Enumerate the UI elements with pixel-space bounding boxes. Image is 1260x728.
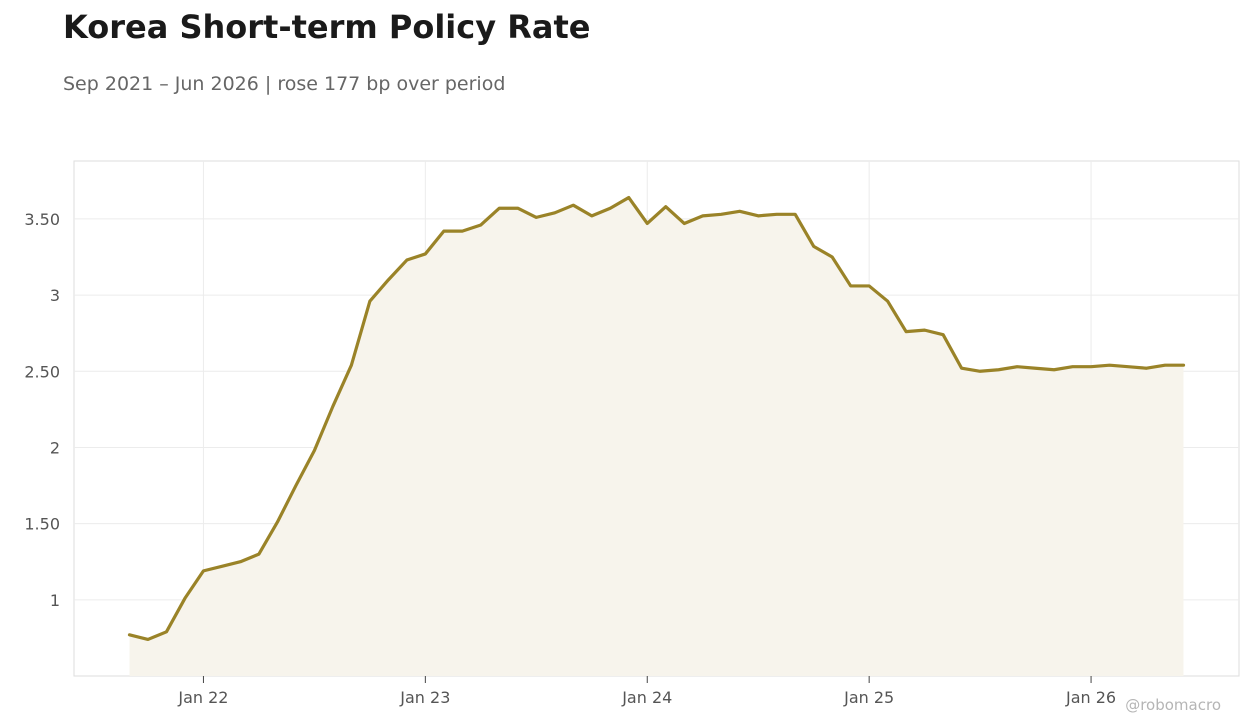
chart-title: Korea Short-term Policy Rate xyxy=(63,8,591,46)
x-axis: Jan 22 Jan 23 Jan 24 Jan 25 Jan 26 xyxy=(177,676,1116,707)
y-axis: 1 1.50 2 2.50 3 3.50 xyxy=(24,210,60,610)
x-tick-label: Jan 26 xyxy=(1065,688,1116,707)
watermark: @robomacro xyxy=(1125,696,1221,714)
series-line xyxy=(127,195,1186,642)
x-tick-label: Jan 22 xyxy=(177,688,228,707)
x-tick-label: Jan 25 xyxy=(843,688,894,707)
y-tick-label: 3.50 xyxy=(24,210,60,229)
y-tick-label: 2.50 xyxy=(24,362,60,381)
x-tick-label: Jan 23 xyxy=(399,688,450,707)
y-tick-label: 1.50 xyxy=(24,515,60,534)
y-tick-label: 1 xyxy=(50,591,60,610)
y-tick-label: 2 xyxy=(50,438,60,457)
series-area-layer xyxy=(127,195,1186,676)
x-tick-label: Jan 24 xyxy=(621,688,672,707)
y-tick-label: 3 xyxy=(50,286,60,305)
chart-subtitle: Sep 2021 – Jun 2026 | rose 177 bp over p… xyxy=(63,73,506,95)
series-area xyxy=(129,197,1184,676)
